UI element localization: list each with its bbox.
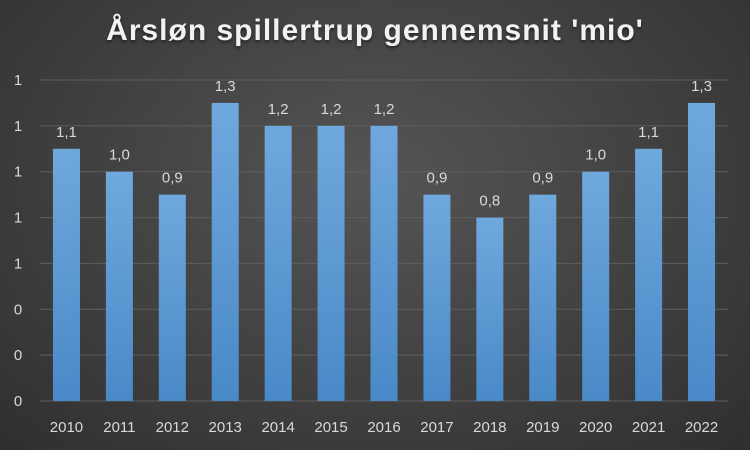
- data-label-2021: 1,1: [638, 124, 659, 141]
- bars: [52, 102, 716, 401]
- x-tick-label-2016: 2016: [367, 419, 400, 436]
- x-tick-label-2021: 2021: [632, 419, 665, 436]
- y-tick-label: 0: [14, 393, 22, 410]
- bar-2010: [52, 148, 80, 401]
- bar-2021: [635, 148, 663, 401]
- x-tick-label-2019: 2019: [526, 419, 559, 436]
- bar-2013: [211, 102, 239, 401]
- bar-2019: [529, 194, 557, 401]
- bar-2020: [582, 171, 610, 401]
- data-label-2014: 1,2: [268, 101, 289, 118]
- x-tick-label-2022: 2022: [685, 419, 718, 436]
- bar-2014: [264, 125, 292, 401]
- data-label-2020: 1,0: [585, 147, 606, 164]
- x-tick-label-2015: 2015: [314, 419, 347, 436]
- y-tick-label: 0: [14, 301, 22, 318]
- y-tick-label: 1: [14, 210, 22, 227]
- data-labels: 1,1 1,0 0,9 1,3 1,2 1,2 1,2 0,9 0,8 0,9 1,0 1,1 1,3: [56, 78, 712, 210]
- data-label-2013: 1,3: [215, 78, 236, 95]
- data-label-2012: 0,9: [162, 170, 183, 187]
- data-label-2010: 1,1: [56, 124, 77, 141]
- x-tick-label-2018: 2018: [473, 419, 506, 436]
- bar-2017: [423, 194, 451, 401]
- y-tick-label: 1: [14, 164, 22, 181]
- x-axis: 2010 2011 2012 2013 2014 2015 2016 2017 2018 2019…: [50, 419, 718, 436]
- y-tick-label: 1: [14, 72, 22, 89]
- data-label-2011: 1,0: [109, 147, 130, 164]
- data-label-2015: 1,2: [321, 101, 342, 118]
- x-tick-label-2013: 2013: [209, 419, 242, 436]
- y-tick-label: 1: [14, 118, 22, 135]
- x-tick-label-2010: 2010: [50, 419, 83, 436]
- bar-2022: [688, 102, 716, 401]
- x-tick-label-2020: 2020: [579, 419, 612, 436]
- x-tick-label-2014: 2014: [261, 419, 294, 436]
- data-label-2017: 0,9: [426, 170, 447, 187]
- x-tick-label-2017: 2017: [420, 419, 453, 436]
- bar-2012: [158, 194, 186, 401]
- x-tick-label-2012: 2012: [156, 419, 189, 436]
- y-tick-label: 0: [14, 347, 22, 364]
- data-label-2019: 0,9: [532, 170, 553, 187]
- data-label-2018: 0,8: [479, 193, 500, 210]
- data-label-2016: 1,2: [374, 101, 395, 118]
- bar-2018: [476, 217, 504, 401]
- bar-2011: [105, 171, 133, 401]
- data-label-2022: 1,3: [691, 78, 712, 95]
- bar-2015: [317, 125, 345, 401]
- y-tick-label: 1: [14, 255, 22, 272]
- chart-title: Årsløn spillertrup gennemsnit 'mio': [106, 14, 644, 47]
- y-axis: 0 0 0 1 1 1 1 1: [14, 72, 22, 410]
- x-tick-label-2011: 2011: [103, 419, 135, 436]
- bar-2016: [370, 125, 398, 401]
